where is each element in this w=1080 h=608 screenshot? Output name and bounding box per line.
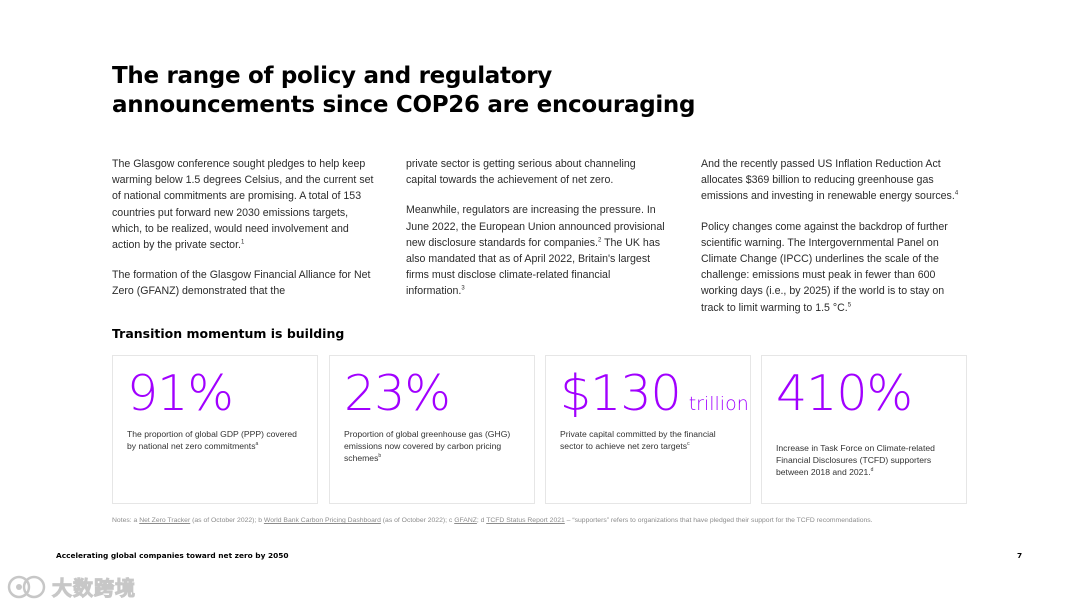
source-notes: Notes: a Net Zero Tracker (as of October… xyxy=(112,517,873,524)
stat-value: 23% xyxy=(344,365,451,422)
footnote-ref: a xyxy=(255,441,259,448)
stat-value: 91% xyxy=(127,365,234,422)
watermark-text: 大数跨境 xyxy=(52,576,136,601)
stat-card-capital: $130 trillion Private capital committed b… xyxy=(545,355,751,504)
stat-value: 410% xyxy=(776,365,913,422)
footer-title: Accelerating global companies toward net… xyxy=(56,551,289,560)
footnote-ref: 2 xyxy=(597,237,602,244)
watermark-logo-icon xyxy=(7,575,46,598)
stat-description: Proportion of global greenhouse gas (GHG… xyxy=(344,429,511,464)
stat-description: Increase in Task Force on Climate-relate… xyxy=(776,443,935,478)
stat-card-ghg: 23% Proportion of global greenhouse gas … xyxy=(329,355,535,504)
source-link-gfanz[interactable]: GFANZ xyxy=(454,517,477,524)
stat-value: $130 trillion xyxy=(560,365,749,422)
paragraph: Meanwhile, regulators are increasing the… xyxy=(406,204,665,298)
footnote-ref: 4 xyxy=(954,190,959,197)
body-column-3: And the recently passed US Inflation Red… xyxy=(701,156,963,330)
body-column-1: The Glasgow conference sought pledges to… xyxy=(112,156,374,314)
stat-card-tcfd: 410% Increase in Task Force on Climate-r… xyxy=(761,355,967,504)
footnote-ref: 5 xyxy=(847,302,852,309)
stat-unit: trillion xyxy=(688,393,749,415)
stat-description: Private capital committed by the financi… xyxy=(560,429,716,452)
paragraph: And the recently passed US Inflation Red… xyxy=(701,158,959,203)
footnote-ref: c xyxy=(687,441,690,448)
paragraph: private sector is getting serious about … xyxy=(406,158,636,187)
watermark: 大数跨境 xyxy=(6,572,136,601)
stat-description: The proportion of global GDP (PPP) cover… xyxy=(127,429,297,452)
stat-card-gdp: 91% The proportion of global GDP (PPP) c… xyxy=(112,355,318,504)
paragraph: The formation of the Glasgow Financial A… xyxy=(112,269,371,298)
paragraph: The Glasgow conference sought pledges to… xyxy=(112,158,374,252)
page-number: 7 xyxy=(1017,551,1023,560)
section-subheading: Transition momentum is building xyxy=(112,326,345,341)
page-title: The range of policy and regulatory annou… xyxy=(112,63,696,118)
paragraph: Policy changes come against the backdrop… xyxy=(701,220,948,314)
source-link-tcfd-report[interactable]: TCFD Status Report 2021 xyxy=(486,517,565,524)
source-link-net-zero-tracker[interactable]: Net Zero Tracker xyxy=(139,517,191,524)
footnote-ref: 3 xyxy=(461,285,465,292)
footnote-ref: b xyxy=(378,453,382,460)
footnote-ref: d xyxy=(870,467,874,474)
footnote-ref: 1 xyxy=(240,239,245,246)
source-link-world-bank[interactable]: World Bank Carbon Pricing Dashboard xyxy=(263,517,381,524)
body-column-2: private sector is getting serious about … xyxy=(406,156,668,314)
